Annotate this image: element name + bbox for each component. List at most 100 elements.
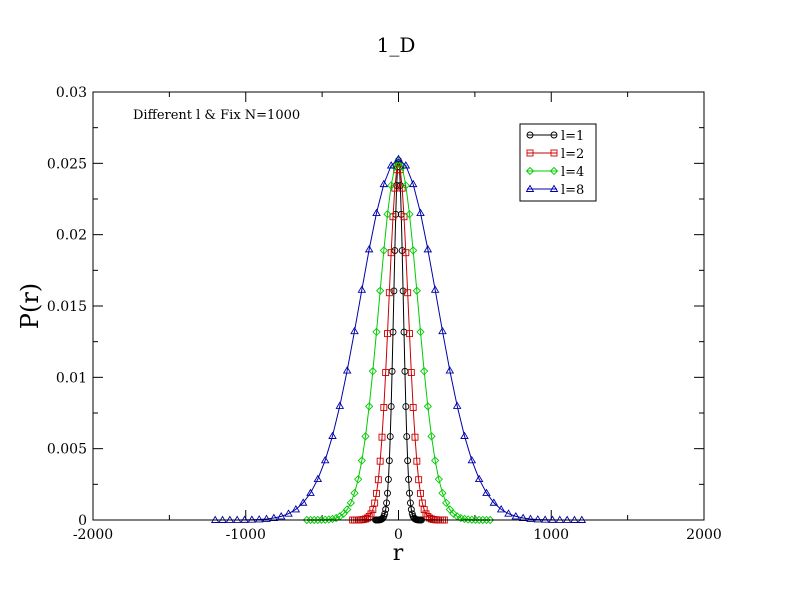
- data-point: [471, 515, 480, 525]
- data-point: [343, 505, 352, 514]
- data-point: [384, 475, 392, 483]
- y-tick-label: 0.03: [56, 85, 87, 101]
- legend-entry: l=2: [526, 147, 584, 162]
- data-point: [339, 509, 348, 518]
- data-point: [306, 488, 315, 496]
- data-point: [549, 184, 559, 192]
- data-point: [401, 161, 411, 169]
- legend-entry: l=8: [525, 183, 584, 198]
- legend-entry: l=4: [525, 165, 584, 180]
- data-point: [254, 515, 264, 523]
- data-point: [363, 514, 371, 522]
- data-point: [262, 514, 271, 522]
- series-line: [352, 161, 445, 521]
- data-point: [390, 287, 398, 295]
- x-tick-label: 2000: [686, 527, 722, 543]
- data-point: [385, 289, 393, 297]
- data-point: [376, 286, 385, 295]
- data-point: [555, 515, 565, 523]
- data-point: [430, 285, 440, 293]
- data-point: [232, 515, 242, 523]
- data-point: [415, 476, 423, 484]
- data-point: [382, 506, 390, 513]
- data-point: [526, 149, 534, 157]
- data-point: [350, 326, 359, 335]
- data-point: [378, 433, 386, 441]
- data-point: [496, 505, 506, 513]
- data-point: [482, 488, 491, 496]
- y-tick-label: 0.025: [47, 156, 87, 172]
- data-point: [525, 166, 535, 176]
- data-point: [533, 515, 543, 523]
- chart-annotation: Different l & Fix N=1000: [133, 108, 300, 123]
- plot-frame: [92, 91, 705, 521]
- data-point: [411, 433, 419, 441]
- data-point: [371, 499, 379, 507]
- data-point: [406, 499, 414, 507]
- data-point: [438, 326, 447, 335]
- data-point: [401, 181, 410, 190]
- data-point: [428, 515, 435, 523]
- data-point: [489, 498, 499, 506]
- data-point: [398, 247, 406, 255]
- data-point: [379, 179, 389, 188]
- data-point: [540, 515, 550, 523]
- data-point: [269, 513, 279, 521]
- legend-label: l=4: [561, 165, 584, 180]
- data-point: [386, 161, 396, 169]
- data-point: [511, 512, 521, 520]
- data-point: [504, 509, 513, 517]
- data-point: [404, 289, 412, 297]
- data-point: [389, 328, 397, 336]
- data-point: [407, 369, 415, 376]
- legend-label: l=8: [561, 183, 584, 198]
- y-tick-label: 0.015: [47, 299, 87, 315]
- data-point: [372, 327, 381, 337]
- data-point: [310, 515, 319, 525]
- data-point: [402, 249, 410, 257]
- data-point: [386, 433, 394, 440]
- data-point: [362, 515, 369, 523]
- data-point: [420, 367, 429, 376]
- data-point: [478, 515, 487, 525]
- y-tick-label: 0.02: [56, 228, 87, 244]
- data-point: [438, 488, 447, 498]
- data-point: [427, 432, 436, 441]
- data-point: [550, 131, 558, 139]
- data-point: [390, 162, 399, 172]
- chart-title: 1_D: [377, 33, 416, 57]
- legend-entry: l=1: [526, 129, 584, 144]
- x-axis-label: r: [393, 541, 404, 566]
- data-point: [398, 162, 407, 172]
- data-point: [423, 402, 432, 411]
- y-axis-label: P(r): [16, 283, 44, 329]
- y-tick-label: 0: [78, 513, 87, 529]
- data-point: [420, 506, 428, 514]
- data-point: [373, 489, 380, 497]
- data-point: [328, 514, 337, 524]
- data-point: [518, 513, 528, 521]
- data-point: [291, 505, 301, 513]
- data-point: [247, 515, 257, 523]
- data-point: [346, 498, 355, 507]
- data-point: [302, 515, 311, 525]
- data-point: [445, 505, 454, 514]
- legend-label: l=2: [561, 147, 584, 162]
- data-point: [240, 515, 249, 523]
- data-point: [357, 456, 366, 465]
- data-point: [406, 489, 413, 497]
- x-tick-label: -1000: [226, 527, 266, 543]
- data-point: [403, 433, 411, 440]
- data-point: [417, 489, 424, 497]
- data-point: [324, 515, 333, 524]
- data-point: [391, 247, 399, 255]
- data-point: [384, 489, 391, 497]
- data-point: [577, 515, 587, 523]
- data-point: [374, 476, 382, 484]
- data-point: [423, 244, 433, 253]
- x-tick-label: 1000: [533, 527, 569, 543]
- data-point: [405, 475, 413, 483]
- y-tick-label: 0.005: [47, 442, 87, 458]
- data-point: [328, 431, 337, 439]
